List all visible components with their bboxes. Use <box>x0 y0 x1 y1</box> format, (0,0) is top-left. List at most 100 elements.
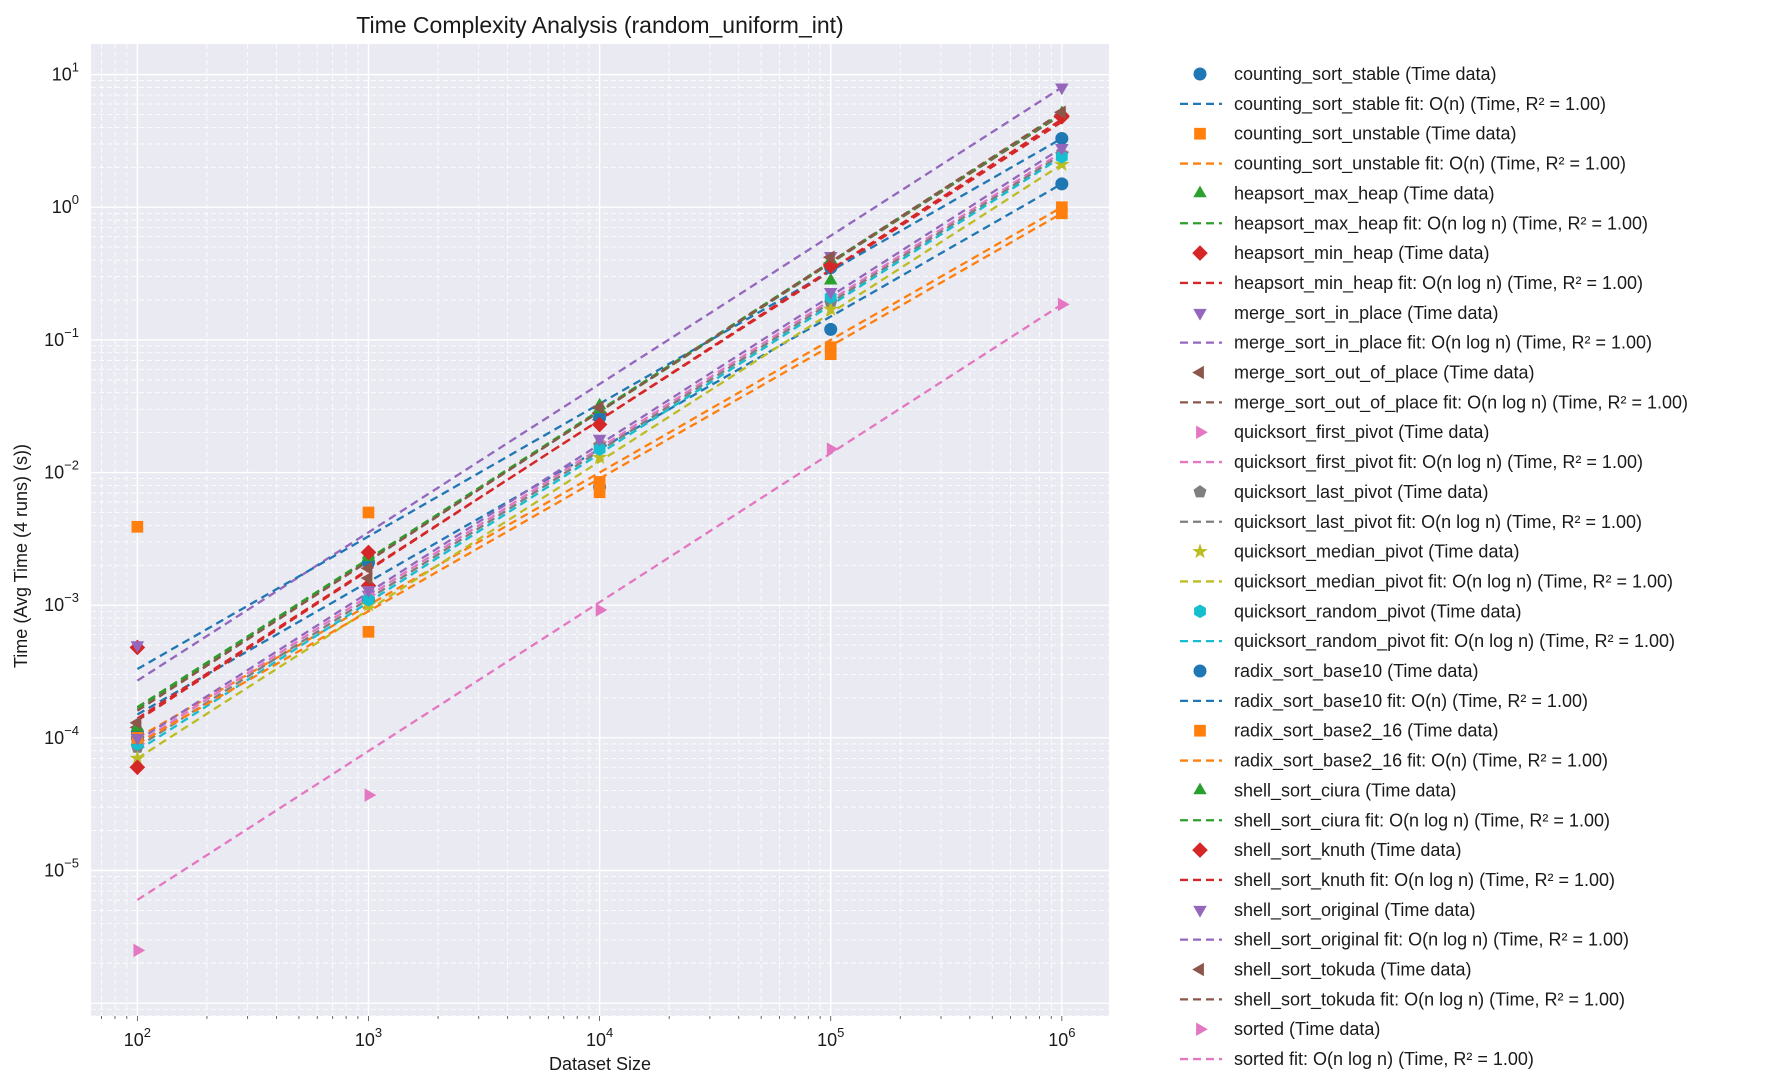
data-point-shell-sort-tokuda <box>360 561 373 575</box>
legend-label: quicksort_last_pivot (Time data) <box>1234 482 1488 503</box>
data-point-merge-sort-in-place <box>1055 83 1069 96</box>
legend-marker-counting-sort-stable <box>1193 67 1207 81</box>
legend-label: shell_sort_original (Time data) <box>1234 900 1475 921</box>
legend-label: heapsort_min_heap (Time data) <box>1234 243 1489 264</box>
legend-label: quicksort_random_pivot (Time data) <box>1234 601 1521 622</box>
data-point-radix-sort-base2-16 <box>1055 207 1068 220</box>
y-tick-label: 10−4 <box>44 723 79 748</box>
legend-label: counting_sort_stable (Time data) <box>1234 64 1496 85</box>
data-point-shell-sort-tokuda <box>129 715 142 730</box>
legend-label: quicksort_random_pivot fit: O(n log n) (… <box>1234 631 1675 652</box>
data-point-quicksort-median-pivot <box>1054 156 1070 172</box>
y-tick-label: 10−3 <box>44 590 79 615</box>
legend-marker-heapsort-min-heap <box>1192 245 1208 261</box>
data-point-radix-sort-base10 <box>1055 131 1069 145</box>
legend-label: counting_sort_unstable (Time data) <box>1234 124 1517 145</box>
data-point-counting-sort-stable <box>1055 177 1069 191</box>
data-point-shell-sort-knuth <box>591 416 608 433</box>
legend-label: radix_sort_base2_16 (Time data) <box>1234 721 1498 742</box>
data-point-sorted <box>133 943 146 958</box>
legend-label: merge_sort_out_of_place fit: O(n log n) … <box>1234 392 1688 413</box>
data-point-quicksort-random-pivot <box>362 592 375 607</box>
legend-label: shell_sort_ciura (Time data) <box>1234 780 1456 801</box>
data-point-heapsort-min-heap <box>360 577 377 594</box>
data-point-shell-sort-original <box>823 287 838 300</box>
data-point-radix-sort-base2-16 <box>362 625 375 638</box>
legend-label: shell_sort_knuth fit: O(n log n) (Time, … <box>1234 870 1615 891</box>
y-tick-label: 10−1 <box>44 325 79 350</box>
legend-marker-shell-sort-knuth <box>1192 842 1208 858</box>
legend-label: sorted fit: O(n log n) (Time, R² = 1.00) <box>1234 1049 1534 1069</box>
legend-label: quicksort_median_pivot fit: O(n log n) (… <box>1234 571 1673 592</box>
legend-label: radix_sort_base10 fit: O(n) (Time, R² = … <box>1234 691 1588 712</box>
grid <box>91 44 1109 1017</box>
data-point-sorted <box>1057 297 1070 312</box>
legend-label: counting_sort_stable fit: O(n) (Time, R²… <box>1234 94 1606 115</box>
legend-label: shell_sort_tokuda fit: O(n log n) (Time,… <box>1234 989 1625 1010</box>
data-point-quicksort-median-pivot <box>822 301 839 316</box>
data-point-quicksort-random-pivot <box>1055 149 1068 164</box>
legend-label: merge_sort_out_of_place (Time data) <box>1234 363 1535 384</box>
data-point-quicksort-median-pivot <box>591 449 608 464</box>
legend-label: shell_sort_ciura fit: O(n log n) (Time, … <box>1234 810 1610 831</box>
legend-label: radix_sort_base2_16 fit: O(n) (Time, R² … <box>1234 751 1608 772</box>
data-point-shell-sort-tokuda <box>591 400 604 415</box>
legend-marker-shell-sort-original <box>1193 905 1207 918</box>
y-tick-label: 10−2 <box>44 458 79 483</box>
data-point-shell-sort-original <box>1055 144 1069 156</box>
legend-label: shell_sort_tokuda (Time data) <box>1234 960 1471 981</box>
x-tick-label: 105 <box>817 1025 844 1050</box>
y-tick-label: 100 <box>52 192 79 217</box>
legend-marker-radix-sort-base2-16 <box>1194 724 1206 737</box>
data-point-counting-sort-unstable <box>1055 201 1068 214</box>
legend-marker-counting-sort-unstable <box>1194 127 1206 140</box>
fit-line-sorted <box>136 303 1063 901</box>
data-point-shell-sort-tokuda <box>822 250 835 264</box>
data-point-shell-sort-tokuda <box>1054 105 1066 119</box>
data-point-sorted <box>826 442 839 456</box>
data-point-counting-sort-unstable <box>824 341 837 354</box>
legend-label: heapsort_max_heap fit: O(n log n) (Time,… <box>1234 213 1648 234</box>
legend-marker-radix-sort-base10 <box>1193 664 1207 678</box>
legend-marker-merge-sort-in-place <box>1193 308 1207 321</box>
legend-label: quicksort_first_pivot fit: O(n log n) (T… <box>1234 452 1643 473</box>
legend-marker-merge-sort-out-of-place <box>1192 365 1204 380</box>
tick-labels: 102 103 104 105 106 10−5 10−4 10−3 10−2 10−1 100 10… <box>44 60 1075 1050</box>
fit-line-counting-sort-unstable <box>136 206 1063 739</box>
legend: counting_sort_stable (Time data) counting… <box>1180 64 1688 1069</box>
data-point-merge-sort-in-place <box>130 641 145 653</box>
x-tick-label: 106 <box>1048 1025 1075 1050</box>
legend-label: merge_sort_in_place (Time data) <box>1234 303 1498 324</box>
data-point-quicksort-median-pivot <box>129 750 146 765</box>
legend-marker-quicksort-random-pivot <box>1194 604 1206 619</box>
x-tick-label: 104 <box>586 1025 613 1050</box>
fit-line-counting-sort-stable <box>136 182 1063 716</box>
fit-line-radix-sort-base2-16 <box>136 212 1063 745</box>
legend-label: heapsort_max_heap (Time data) <box>1234 183 1494 204</box>
legend-marker-quicksort-median-pivot <box>1192 543 1208 559</box>
fit-line-merge-sort-in-place <box>136 86 1063 682</box>
chart-title: Time Complexity Analysis (random_uniform… <box>356 12 843 38</box>
fit-line-quicksort-median-pivot <box>136 163 1063 760</box>
data-point-counting-sort-stable <box>824 322 838 336</box>
data-point-counting-sort-unstable <box>131 520 144 533</box>
legend-marker-shell-sort-ciura <box>1193 782 1207 795</box>
legend-label: sorted (Time data) <box>1234 1019 1380 1039</box>
y-tick-label: 101 <box>52 60 79 85</box>
data-point-counting-sort-unstable <box>593 486 606 499</box>
legend-marker-heapsort-max-heap <box>1193 185 1207 198</box>
data-point-counting-sort-unstable <box>362 506 375 519</box>
data-point-sorted <box>595 603 608 617</box>
data-point-shell-sort-knuth <box>360 544 377 561</box>
data-point-shell-sort-original <box>592 434 607 447</box>
legend-label: shell_sort_knuth (Time data) <box>1234 840 1461 861</box>
legend-label: merge_sort_in_place fit: O(n log n) (Tim… <box>1234 333 1652 354</box>
data-point-shell-sort-original <box>130 733 145 746</box>
data-markers <box>129 83 1070 958</box>
x-tick-label: 103 <box>355 1025 382 1050</box>
legend-label: radix_sort_base10 (Time data) <box>1234 661 1478 682</box>
legend-marker-quicksort-last-pivot <box>1193 485 1207 498</box>
y-axis-label: Time (Avg Time (4 runs) (s)) <box>11 444 31 668</box>
data-point-radix-sort-base2-16 <box>824 348 837 361</box>
legend-marker-shell-sort-tokuda <box>1192 962 1204 977</box>
